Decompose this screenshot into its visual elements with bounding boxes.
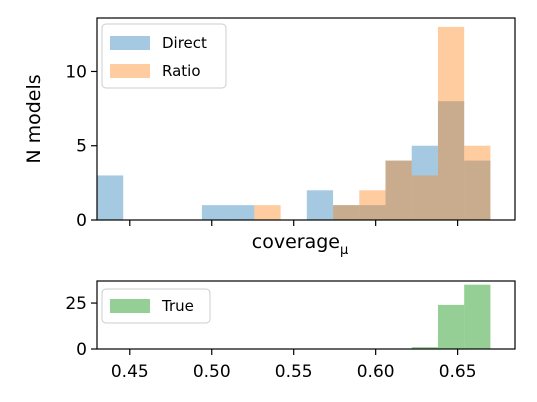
ytick-label: 10 bbox=[65, 62, 87, 82]
bar-ratio-10 bbox=[359, 190, 386, 220]
bar-ratio-9 bbox=[333, 205, 360, 220]
top-xlabel: coverageμ bbox=[252, 231, 349, 258]
xtick-label: 0.65 bbox=[439, 362, 477, 382]
bar-true-0 bbox=[411, 347, 438, 349]
bottom-yticks: 0 25 bbox=[65, 294, 97, 360]
bottom-bars bbox=[411, 284, 491, 349]
top-ylabel: N models bbox=[23, 74, 45, 163]
bar-direct-5 bbox=[228, 205, 255, 220]
bar-direct-14 bbox=[464, 160, 491, 220]
top-xticks bbox=[129, 220, 459, 226]
top-bars bbox=[97, 26, 491, 221]
top-axes-frame bbox=[96, 17, 516, 221]
top-xlabel-subscript: μ bbox=[340, 243, 348, 258]
bar-direct-12 bbox=[411, 145, 438, 220]
bar-direct-0 bbox=[97, 175, 124, 220]
bar-ratio-14 bbox=[464, 145, 491, 220]
ytick-label: 0 bbox=[76, 340, 87, 360]
top-xlabel-main: coverage bbox=[252, 231, 340, 253]
bar-direct-11 bbox=[385, 160, 412, 220]
top-yticks: 0 5 10 bbox=[65, 62, 97, 231]
bottom-axes-frame bbox=[96, 280, 516, 350]
bar-true-1 bbox=[437, 304, 465, 349]
legend-label-direct: Direct bbox=[162, 34, 207, 52]
bar-true-2 bbox=[464, 284, 491, 349]
legend-swatch-ratio bbox=[110, 64, 150, 78]
ytick-label: 5 bbox=[76, 137, 87, 157]
xtick-label: 0.60 bbox=[357, 362, 395, 382]
top-legend-box bbox=[101, 23, 227, 89]
bar-ratio-11 bbox=[385, 160, 412, 220]
bar-direct-4 bbox=[201, 205, 229, 220]
ytick-label: 25 bbox=[65, 294, 87, 314]
bar-direct-9 bbox=[333, 205, 360, 220]
xtick-label: 0.55 bbox=[275, 362, 313, 382]
xtick-label: 0.50 bbox=[193, 362, 231, 382]
xtick-label: 0.45 bbox=[111, 362, 149, 382]
bar-direct-8 bbox=[306, 190, 334, 220]
bottom-panel: 0 25 0.45 0.50 0.55 0.60 0.65 True bbox=[65, 280, 516, 382]
top-panel: 0 5 10 N models coverageμ Direct Ratio bbox=[23, 17, 516, 258]
legend-swatch-true bbox=[110, 299, 150, 313]
bar-ratio-12 bbox=[411, 175, 438, 220]
legend-label-ratio: Ratio bbox=[162, 62, 201, 80]
ytick-label: 0 bbox=[76, 211, 87, 231]
bottom-legend: True bbox=[101, 288, 211, 324]
bottom-xticks: 0.45 0.50 0.55 0.60 0.65 bbox=[111, 349, 477, 382]
top-legend: Direct Ratio bbox=[101, 23, 227, 89]
bar-direct-10 bbox=[359, 205, 386, 220]
bar-ratio-6 bbox=[254, 205, 281, 220]
legend-swatch-direct bbox=[110, 36, 150, 50]
legend-label-true: True bbox=[161, 297, 194, 315]
bar-direct-13 bbox=[437, 101, 465, 220]
bottom-legend-box bbox=[101, 288, 211, 324]
bar-ratio-13 bbox=[437, 26, 465, 221]
